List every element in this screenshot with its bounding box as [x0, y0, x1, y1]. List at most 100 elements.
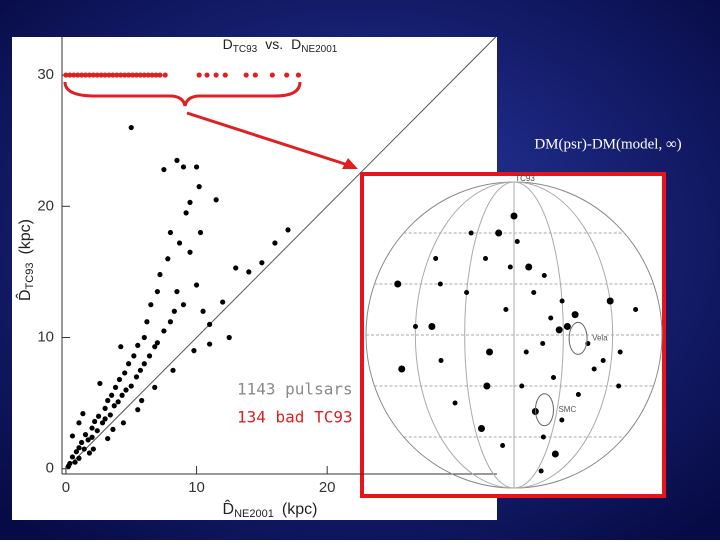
map-point — [485, 348, 493, 356]
map-point — [575, 392, 581, 397]
data-point — [233, 265, 239, 271]
data-point — [191, 348, 197, 354]
data-point — [71, 72, 77, 78]
data-point — [110, 426, 116, 432]
map-label: Vela — [592, 334, 608, 343]
data-point — [72, 459, 78, 465]
y-axis-label: D̂TC93(kpc) — [15, 219, 36, 301]
data-point — [135, 407, 141, 413]
data-point — [152, 344, 158, 350]
data-point — [76, 420, 82, 426]
data-point — [102, 416, 108, 422]
map-label: SMC — [558, 405, 576, 414]
data-point — [167, 319, 174, 325]
arrow-head — [342, 158, 358, 169]
map-point — [571, 311, 579, 319]
data-point — [137, 367, 143, 373]
data-point — [109, 392, 115, 398]
data-point — [146, 353, 153, 359]
data-point — [69, 454, 76, 460]
data-point — [82, 72, 89, 78]
data-point — [90, 72, 96, 78]
data-point — [67, 72, 73, 78]
data-point — [213, 72, 219, 78]
data-point — [220, 299, 226, 305]
data-point — [252, 72, 258, 78]
map-point — [468, 230, 474, 236]
data-point — [99, 420, 106, 426]
data-point — [92, 418, 98, 425]
map-point — [428, 323, 436, 330]
map-point — [525, 263, 533, 271]
map-point — [548, 315, 554, 321]
data-point — [126, 72, 132, 78]
map-point — [617, 349, 623, 355]
data-point — [154, 288, 160, 295]
data-point — [129, 72, 136, 78]
data-point — [107, 412, 113, 418]
data-point — [141, 361, 147, 367]
map-point — [600, 358, 606, 363]
data-point — [75, 72, 81, 78]
data-point — [112, 384, 119, 390]
data-point — [76, 455, 82, 461]
data-point — [102, 405, 108, 411]
map-point — [559, 417, 565, 423]
data-point — [89, 434, 95, 440]
data-point — [85, 437, 91, 443]
data-point — [111, 403, 117, 409]
map-point — [483, 256, 489, 261]
map-point — [477, 425, 485, 432]
data-point — [295, 72, 302, 78]
data-point — [116, 376, 123, 383]
data-point — [246, 269, 252, 275]
data-point — [118, 344, 124, 350]
map-point — [616, 383, 622, 389]
map-point — [538, 468, 544, 474]
data-point — [171, 308, 177, 314]
arrow-line — [186, 111, 349, 167]
data-point — [97, 380, 103, 387]
data-point — [133, 374, 140, 380]
map-point — [510, 212, 518, 220]
data-point — [102, 72, 108, 78]
map-point — [523, 349, 529, 355]
data-point — [165, 256, 171, 262]
data-point — [196, 72, 202, 78]
data-point — [139, 397, 145, 404]
chart-title: DTC93 vs. DNE2001 — [223, 36, 338, 55]
map-point — [606, 297, 614, 305]
map-point — [437, 281, 443, 287]
data-point — [144, 319, 150, 325]
data-point — [148, 302, 154, 308]
sky-map-top-label: TC93 — [515, 174, 535, 183]
data-point — [149, 72, 155, 78]
map-point — [541, 273, 547, 278]
data-point — [135, 342, 141, 348]
x-tick-label: 20 — [319, 479, 336, 496]
data-point — [174, 288, 180, 295]
bracket — [63, 81, 302, 107]
data-point — [115, 399, 121, 405]
data-point — [76, 445, 82, 451]
data-point — [141, 334, 147, 341]
data-point — [222, 72, 228, 78]
equality-line — [65, 36, 497, 470]
x-axis-label: D̂NE2001 (kpc) — [223, 499, 318, 520]
map-point — [495, 229, 503, 237]
data-point — [197, 229, 204, 236]
data-point — [226, 334, 232, 341]
data-point — [86, 72, 93, 78]
x-tick-label: 10 — [188, 479, 205, 496]
data-point — [82, 432, 89, 438]
data-point — [145, 72, 151, 78]
map-point — [540, 341, 546, 346]
data-point — [157, 271, 163, 278]
map-point — [591, 366, 597, 372]
data-point — [207, 321, 213, 327]
map-point — [452, 400, 458, 406]
data-point — [196, 184, 202, 190]
data-point — [73, 449, 79, 455]
data-point — [167, 229, 174, 236]
